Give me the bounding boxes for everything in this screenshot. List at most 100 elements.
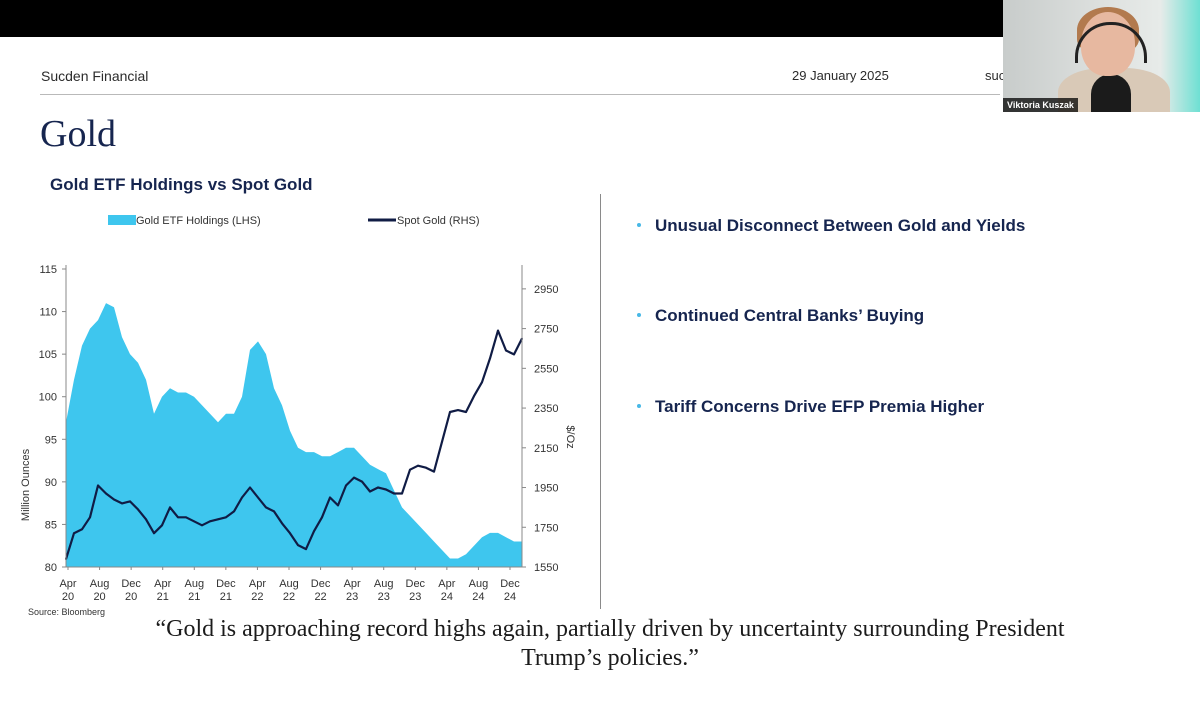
y-right-tick-label: 2150: [534, 443, 558, 455]
spot-gold-point: [137, 508, 139, 511]
x-tick-label-month: Apr: [59, 578, 76, 590]
spot-gold-point: [297, 544, 299, 546]
y-left-tick-label: 115: [39, 264, 57, 276]
spot-gold-point: [97, 484, 99, 487]
bullet-text: Unusual Disconnect Between Gold and Yiel…: [655, 216, 1026, 235]
spot-gold-point: [465, 411, 467, 413]
spot-gold-point: [185, 516, 187, 519]
bullet-item: Tariff Concerns Drive EFP Premia Higher: [637, 397, 984, 417]
spot-gold-line: [64, 329, 523, 560]
spot-gold-point: [161, 524, 163, 527]
spot-gold-point: [201, 524, 203, 527]
presentation-slide: Sucden Financial 29 January 2025 suc Gol…: [0, 37, 1200, 712]
x-tick-label-year: 24: [472, 591, 484, 603]
x-tick-label-year: 20: [125, 591, 137, 603]
legend-etf-label: Gold ETF Holdings (LHS): [136, 215, 261, 227]
x-tick-label-year: 22: [314, 591, 326, 603]
spot-gold-point: [433, 470, 435, 473]
spot-gold-point: [401, 492, 403, 495]
y-axis-left-label: Million Ounces: [20, 448, 32, 521]
spot-gold-point: [105, 492, 107, 495]
spot-gold-point: [337, 504, 339, 507]
slide-title: Gold: [40, 113, 116, 155]
spot-gold-point: [145, 518, 147, 521]
spot-gold-point: [241, 496, 243, 499]
x-tick-label-year: 23: [346, 591, 358, 603]
chart-heading: Gold ETF Holdings vs Spot Gold: [50, 175, 313, 194]
x-tick-label-month: Apr: [154, 578, 171, 590]
spot-gold-point: [313, 530, 315, 533]
y-right-tick-label: 1750: [534, 522, 558, 534]
y-right-tick-label: 2550: [534, 363, 558, 375]
chart-legend: Gold ETF Holdings (LHS) Spot Gold (RHS): [108, 215, 480, 227]
bullet-item: Continued Central Banks’ Buying: [637, 306, 924, 326]
x-tick-label-year: 21: [188, 591, 200, 603]
spot-gold-point: [489, 357, 491, 360]
x-tick-label-year: 23: [378, 591, 390, 603]
x-tick-label-year: 22: [283, 591, 295, 603]
y-right-tick-label: 1950: [534, 483, 558, 495]
bullet-text: Tariff Concerns Drive EFP Premia Higher: [655, 397, 985, 416]
spot-gold-point: [153, 532, 155, 535]
spot-gold-point: [369, 490, 371, 493]
spot-gold-point: [265, 506, 267, 509]
spot-gold-point: [345, 484, 347, 487]
header-right-text: suc: [985, 68, 1003, 83]
slide-date: 29 January 2025: [792, 68, 889, 83]
spot-gold-point: [409, 468, 411, 471]
y-right-tick-label: 1550: [534, 562, 558, 574]
x-tick-label-month: Aug: [279, 578, 299, 590]
y-axis-right-label: $/Oz: [564, 425, 576, 448]
y-left-tick-label: 95: [45, 434, 57, 446]
y-left-tick-label: 85: [45, 519, 57, 531]
y-right-tick-label: 2350: [534, 403, 558, 415]
webcam-tile[interactable]: Viktoria Kuszak: [1003, 0, 1200, 112]
y-left-tick-label: 80: [45, 562, 57, 574]
y-right-tick-label: 2750: [534, 324, 558, 336]
spot-gold-point: [89, 516, 91, 519]
y-left-tick-label: 100: [39, 392, 57, 404]
spot-gold-point: [321, 516, 323, 519]
bullet-text: Continued Central Banks’ Buying: [655, 306, 925, 325]
spot-gold-point: [497, 329, 499, 332]
column-divider: [600, 194, 601, 609]
company-name: Sucden Financial: [41, 68, 149, 84]
spot-gold-point: [225, 516, 227, 519]
etf-holdings-area: [66, 303, 522, 567]
quote-line: Trump’s policies.”: [521, 645, 699, 671]
spot-gold-point: [505, 349, 507, 352]
chart-source: Source: Bloomberg: [28, 607, 105, 617]
x-tick-label-year: 21: [157, 591, 169, 603]
bullet-dot-icon: [637, 222, 641, 227]
spot-gold-point: [305, 548, 307, 550]
bullet-item: Unusual Disconnect Between Gold and Yiel…: [637, 216, 1025, 236]
slide-quote: “Gold is approaching record highs again,…: [40, 615, 1180, 673]
x-tick-label-year: 22: [251, 591, 263, 603]
spot-gold-point: [425, 466, 427, 469]
y-left-tick-label: 90: [45, 477, 57, 489]
spot-gold-point: [393, 492, 395, 495]
webcam-person-shirt: [1091, 74, 1131, 112]
spot-gold-point: [217, 518, 219, 521]
spot-gold-point: [129, 500, 131, 503]
bullet-dot-icon: [637, 403, 641, 408]
plot-area: 80 85 90 95 100 105 110 115 1550 1750 1950 2150 2350…: [39, 264, 559, 603]
quote-line: “Gold is approaching record highs again,…: [155, 616, 1065, 642]
legend-etf-swatch: [108, 215, 136, 225]
spot-gold-point: [73, 532, 75, 535]
spot-gold-point: [289, 532, 291, 535]
spot-gold-point: [385, 488, 387, 491]
spot-gold-point: [449, 411, 451, 413]
spot-gold-point: [441, 440, 443, 443]
x-tick-label-year: 24: [441, 591, 453, 603]
bullet-dot-icon: [637, 312, 641, 317]
x-tick-label-year: 21: [220, 591, 232, 603]
spot-gold-point: [473, 395, 475, 397]
spot-gold-point: [257, 496, 259, 499]
spot-gold-point: [281, 522, 283, 525]
x-tick-label-month: Aug: [90, 578, 110, 590]
x-tick-label-year: 20: [93, 591, 105, 603]
screen-share-top-bar: [0, 0, 1200, 37]
spot-gold-point: [329, 496, 331, 499]
x-tick-label-year: 23: [409, 591, 421, 603]
